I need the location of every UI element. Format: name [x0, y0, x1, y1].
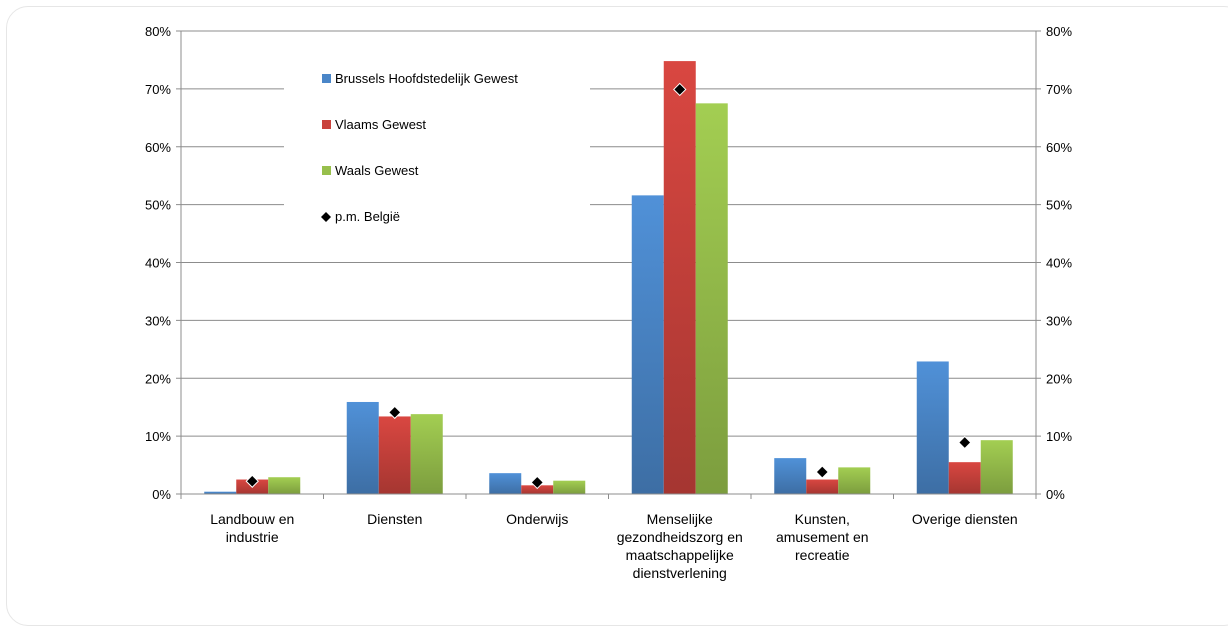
marker-pm-belgie	[673, 82, 687, 97]
y-tick-label-left: 80%	[145, 24, 171, 39]
y-tick-label-left: 70%	[145, 82, 171, 97]
legend-background	[284, 58, 590, 248]
bar-waals-gewest	[695, 103, 728, 494]
y-tick-label-right: 0%	[1046, 487, 1065, 502]
bar-vlaams-gewest	[521, 485, 554, 494]
bar-waals-gewest	[268, 477, 301, 494]
bar-vlaams-gewest	[663, 61, 696, 494]
legend-swatch	[322, 74, 331, 83]
marker-pm-belgie	[530, 475, 544, 490]
x-category-label: gezondheidszorg en	[617, 529, 743, 545]
x-category-label: Landbouw en	[210, 511, 294, 527]
y-tick-label-right: 40%	[1046, 256, 1072, 271]
marker-pm-belgie	[958, 435, 972, 450]
x-category-label: Menselijke	[647, 511, 713, 527]
bar-brussels-hoofdstedelijk-gewest	[204, 491, 237, 494]
legend-swatch-marker	[321, 212, 331, 222]
y-tick-label-left: 60%	[145, 140, 171, 155]
x-category-label: industrie	[226, 529, 279, 545]
y-tick-label-left: 50%	[145, 198, 171, 213]
bar-waals-gewest	[980, 440, 1013, 494]
y-tick-label-right: 60%	[1046, 140, 1072, 155]
y-tick-label-right: 20%	[1046, 371, 1072, 386]
y-tick-label-right: 80%	[1046, 24, 1072, 39]
marker-pm-belgie	[245, 474, 259, 488]
x-category-label: recreatie	[795, 547, 850, 563]
x-category-label: maatschappelijke	[626, 547, 734, 563]
bar-brussels-hoofdstedelijk-gewest	[916, 361, 949, 494]
x-category-label: Overige diensten	[912, 511, 1018, 527]
y-tick-label-right: 50%	[1046, 198, 1072, 213]
legend-label: Vlaams Gewest	[335, 117, 426, 132]
bar-brussels-hoofdstedelijk-gewest	[774, 458, 807, 494]
y-tick-label-left: 40%	[145, 256, 171, 271]
y-tick-label-left: 20%	[145, 371, 171, 386]
bar-brussels-hoofdstedelijk-gewest	[346, 401, 379, 494]
x-category-label: dienstverlening	[633, 565, 727, 581]
y-tick-label-right: 10%	[1046, 429, 1072, 444]
y-tick-label-left: 30%	[145, 313, 171, 328]
y-tick-label-left: 10%	[145, 429, 171, 444]
bar-brussels-hoofdstedelijk-gewest	[631, 195, 664, 495]
y-tick-label-right: 30%	[1046, 313, 1072, 328]
marker-pm-belgie	[815, 465, 829, 479]
y-tick-label-left: 0%	[152, 487, 171, 502]
bar-brussels-hoofdstedelijk-gewest	[489, 473, 522, 494]
x-category-label: Diensten	[367, 511, 422, 527]
x-category-label: Onderwijs	[506, 511, 568, 527]
bar-waals-gewest	[410, 414, 443, 494]
x-category-label: amusement en	[776, 529, 869, 545]
y-tick-label-right: 70%	[1046, 82, 1072, 97]
bar-chart: 0% 0% 10% 10% 20% 20% 30% 30% 40% 40% 50% 50% 60% 60%…	[145, 24, 1072, 581]
legend-label: p.m. België	[335, 209, 400, 224]
bar-waals-gewest	[553, 480, 586, 494]
legend-label: Brussels Hoofdstedelijk Gewest	[335, 71, 518, 86]
legend-label: Waals Gewest	[335, 163, 419, 178]
legend-swatch	[322, 120, 331, 129]
legend-swatch	[322, 166, 331, 175]
bar-vlaams-gewest	[378, 416, 411, 494]
bar-waals-gewest	[838, 467, 871, 494]
bar-vlaams-gewest	[806, 479, 839, 494]
marker-pm-belgie	[388, 405, 402, 420]
x-category-label: Kunsten,	[795, 511, 850, 527]
bar-vlaams-gewest	[948, 462, 981, 494]
